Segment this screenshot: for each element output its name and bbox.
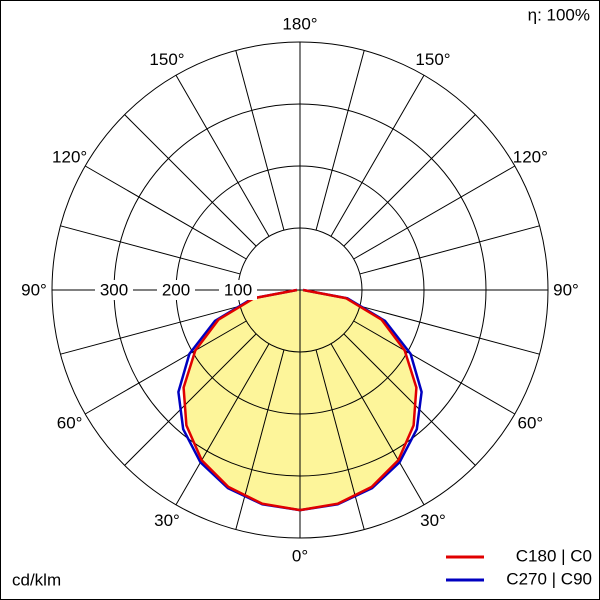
spoke	[84, 165, 247, 260]
spoke	[330, 343, 425, 506]
spoke	[60, 305, 241, 355]
spoke	[343, 114, 476, 247]
angle-tick-label: 180°	[282, 14, 317, 33]
spoke	[330, 74, 425, 237]
spoke	[343, 333, 476, 466]
r-tick-label: 300	[100, 280, 128, 299]
spoke	[353, 320, 516, 415]
legend-label: C270 | C90	[506, 569, 592, 588]
spoke	[60, 225, 241, 275]
spoke	[235, 349, 285, 530]
spoke	[315, 349, 365, 530]
spoke	[175, 343, 270, 506]
spoke	[235, 50, 285, 231]
unit-label: cd/klm	[12, 570, 61, 589]
r-tick-label: 100	[224, 280, 252, 299]
angle-tick-label: 0°	[292, 546, 308, 565]
angle-tick-label: 60°	[57, 413, 83, 432]
legend-label: C180 | C0	[516, 546, 592, 565]
angle-tick-label: 120°	[513, 147, 548, 166]
r-label-bg	[157, 280, 195, 300]
angle-tick-label: 90°	[553, 280, 579, 299]
spoke	[359, 305, 540, 355]
spoke	[84, 320, 247, 415]
angle-tick-label: 30°	[154, 511, 180, 530]
angle-tick-label: 150°	[415, 50, 450, 69]
spoke	[359, 225, 540, 275]
spoke	[315, 50, 365, 231]
intensity-curve	[299, 288, 418, 512]
angle-tick-label: 60°	[518, 413, 544, 432]
spoke	[175, 74, 270, 237]
angle-tick-label: 30°	[420, 511, 446, 530]
angle-tick-label: 150°	[149, 50, 184, 69]
intensity-curve	[182, 288, 301, 512]
spoke	[124, 114, 257, 247]
angle-tick-label: 90°	[21, 280, 47, 299]
angle-tick-label: 120°	[52, 147, 87, 166]
efficiency-annotation: η: 100%	[528, 5, 590, 24]
spoke	[353, 165, 516, 260]
r-label-bg	[95, 280, 133, 300]
spoke	[124, 333, 257, 466]
r-tick-label: 200	[162, 280, 190, 299]
r-label-bg	[219, 280, 257, 300]
